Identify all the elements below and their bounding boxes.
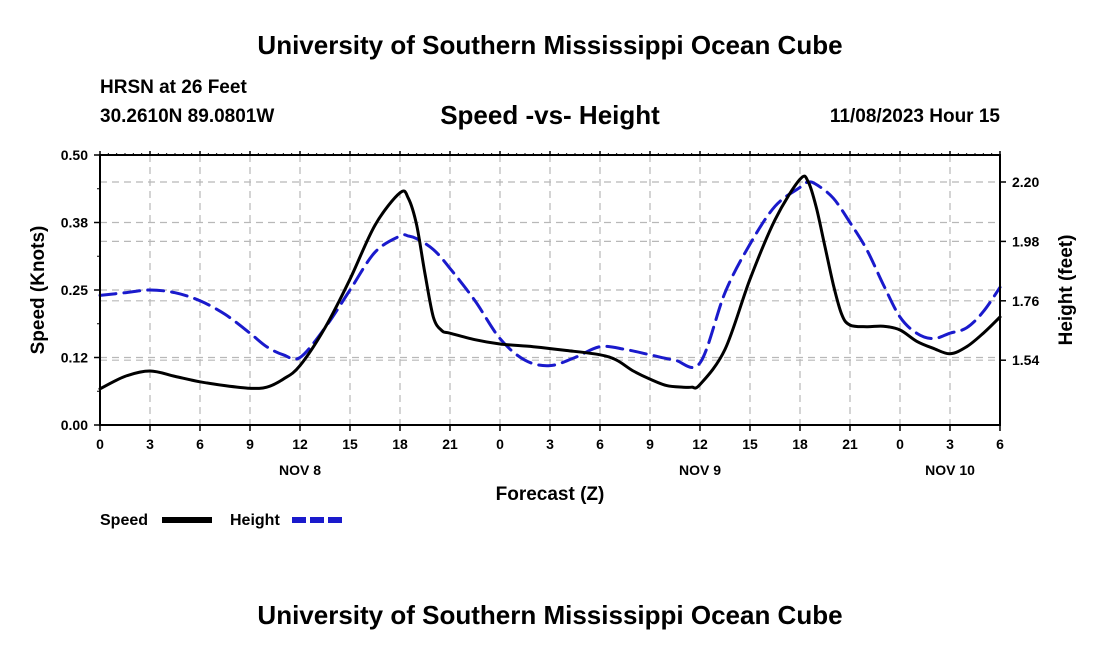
station-label: HRSN at 26 Feet bbox=[100, 77, 247, 98]
x-tick-label: 3 bbox=[546, 436, 554, 452]
x-tick-label: 0 bbox=[896, 436, 904, 452]
footer-title: University of Southern Mississippi Ocean… bbox=[257, 600, 843, 630]
x-date-label: NOV 9 bbox=[679, 462, 721, 478]
chart-title: University of Southern Mississippi Ocean… bbox=[257, 30, 843, 60]
grid bbox=[100, 155, 1000, 425]
x-tick-label: 6 bbox=[196, 436, 204, 452]
x-tick-label: 9 bbox=[646, 436, 654, 452]
x-tick-label: 12 bbox=[692, 436, 708, 452]
y-tick-label: 0.12 bbox=[61, 350, 88, 366]
x-axis-title: Forecast (Z) bbox=[496, 484, 605, 505]
chart-subtitle: Speed -vs- Height bbox=[440, 100, 660, 130]
x-tick-label: 15 bbox=[742, 436, 758, 452]
y2-tick-label: 2.20 bbox=[1012, 174, 1039, 190]
x-tick-label: 18 bbox=[392, 436, 408, 452]
x-date-label: NOV 10 bbox=[925, 462, 975, 478]
axes: 0 3 6 9 12 15 18 21 0 3 6 9 12 15 18 21 0 3 6 NOV 8 NOV 9 NOV… bbox=[61, 147, 1040, 478]
x-date-label: NOV 8 bbox=[279, 462, 321, 478]
forecast-datetime: 11/08/2023 Hour 15 bbox=[829, 106, 1000, 127]
x-tick-label: 21 bbox=[442, 436, 458, 452]
speed-series-line bbox=[98, 174, 1002, 391]
height-series-line bbox=[98, 180, 1002, 369]
x-tick-label: 15 bbox=[342, 436, 358, 452]
x-tick-label: 3 bbox=[146, 436, 154, 452]
legend-label-speed: Speed bbox=[100, 512, 148, 529]
y2-tick-label: 1.98 bbox=[1012, 233, 1039, 249]
y-tick-label: 0.25 bbox=[61, 282, 88, 298]
x-tick-label: 12 bbox=[292, 436, 308, 452]
y-tick-label: 0.00 bbox=[61, 417, 88, 433]
x-tick-label: 9 bbox=[246, 436, 254, 452]
series-layer bbox=[98, 174, 1002, 391]
x-tick-label: 3 bbox=[946, 436, 954, 452]
y-tick-label: 0.50 bbox=[61, 147, 88, 163]
x-tick-label: 18 bbox=[792, 436, 808, 452]
y2-tick-label: 1.54 bbox=[1012, 352, 1039, 368]
station-coordinates: 30.2610N 89.0801W bbox=[100, 106, 275, 127]
x-tick-label: 21 bbox=[842, 436, 858, 452]
legend: Speed Height bbox=[100, 512, 342, 529]
legend-label-height: Height bbox=[230, 512, 280, 529]
y-tick-label: 0.38 bbox=[61, 215, 88, 231]
y2-axis-title: Height (feet) bbox=[1056, 235, 1077, 346]
x-tick-label: 0 bbox=[496, 436, 504, 452]
y2-tick-label: 1.76 bbox=[1012, 293, 1039, 309]
y-axis-title: Speed (Knots) bbox=[28, 226, 49, 355]
x-tick-label: 6 bbox=[996, 436, 1004, 452]
x-tick-label: 6 bbox=[596, 436, 604, 452]
x-tick-label: 0 bbox=[96, 436, 104, 452]
